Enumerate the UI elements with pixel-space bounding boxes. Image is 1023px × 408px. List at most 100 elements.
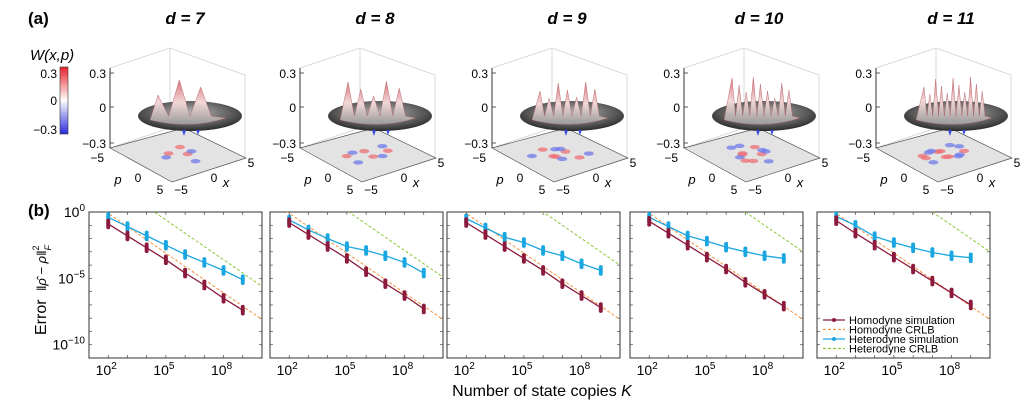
x-tick-label: 0 — [593, 171, 600, 185]
colorbar-label: W(x,p) — [30, 47, 74, 64]
x-tick-exp: 5 — [527, 361, 533, 372]
x-tick-base: 10 — [511, 362, 527, 378]
heterodyne-crlb-line — [347, 212, 443, 278]
homodyne-simulation-point — [541, 265, 546, 270]
x-tick-label: 108 — [939, 361, 961, 378]
x-tick-base: 10 — [569, 362, 585, 378]
x-tick-label: 0 — [211, 171, 218, 185]
heterodyne-simulation-point — [402, 257, 407, 262]
heterodyne-simulation-point — [221, 265, 226, 270]
floor-blob — [959, 148, 970, 154]
heterodyne-simulation-point — [483, 222, 488, 227]
x-tick-base: 10 — [334, 362, 350, 378]
floor-blob — [928, 160, 939, 165]
x-tick-label: 5 — [438, 156, 445, 170]
wigner-peaks — [339, 80, 417, 125]
x-tick-label: 0 — [401, 171, 408, 185]
homodyne-simulation-point — [483, 229, 488, 234]
z-tick-label: −0.3 — [82, 137, 106, 151]
p-tick-label: 0 — [517, 171, 524, 185]
error-plot-2: 102 105 108 — [269, 211, 444, 378]
floor-blob — [163, 151, 174, 156]
plot-area — [646, 212, 803, 320]
homodyne-simulation-point — [685, 239, 690, 244]
homodyne-simulation-point — [743, 277, 748, 282]
x-tick-label: 0 — [977, 171, 984, 185]
plot-frame — [446, 211, 621, 359]
heterodyne-simulation-line — [648, 216, 784, 260]
heterodyne-simulation-point — [647, 212, 652, 216]
homodyne-simulation-point — [891, 251, 896, 256]
x-axis-label: x — [604, 175, 612, 190]
floor-blob — [926, 148, 937, 154]
wigner-title: d = 10 — [735, 9, 784, 28]
x-axis-label: x — [222, 175, 230, 190]
homodyne-simulation-point — [287, 217, 292, 222]
y-tick-exp: −10 — [68, 336, 85, 347]
heterodyne-simulation-point — [891, 237, 896, 242]
y-tick-label: 10−10 — [52, 336, 85, 353]
wigner-peaks — [149, 79, 227, 125]
homodyne-simulation-point — [325, 241, 330, 246]
floor-blob — [954, 144, 965, 149]
heterodyne-simulation-point — [743, 246, 748, 251]
plot-area — [833, 212, 990, 320]
floor-blob — [583, 151, 594, 156]
floor-blob — [760, 149, 771, 154]
p-tick-label: −5 — [664, 151, 678, 165]
heterodyne-simulation-point — [521, 237, 526, 242]
heterodyne-simulation-point — [306, 224, 311, 229]
homodyne-simulation-point — [402, 290, 407, 295]
heterodyne-simulation-point — [541, 245, 546, 250]
y-tick-base: 10 — [58, 270, 74, 286]
homodyne-simulation-point — [144, 242, 149, 247]
homodyne-simulation-point — [521, 253, 526, 258]
homodyne-simulation-line — [648, 220, 785, 307]
homodyne-simulation-point — [853, 227, 858, 232]
x-tick-base: 10 — [153, 362, 169, 378]
x-tick-exp: 8 — [408, 361, 414, 372]
heterodyne-simulation-point — [344, 241, 349, 246]
floor-blob — [763, 159, 774, 164]
wigner-peaks — [915, 76, 993, 125]
ylabel-prefix: Error — [33, 299, 50, 335]
wigner-floor — [109, 127, 247, 183]
x-tick-exp: 8 — [227, 361, 233, 372]
floor-blob — [368, 154, 379, 159]
heterodyne-simulation-line — [465, 218, 601, 272]
z-tick-label: 0 — [865, 101, 872, 115]
y-tick-base: 10 — [64, 204, 80, 220]
homodyne-simulation-point — [704, 251, 709, 256]
plot-area — [286, 212, 443, 320]
homodyne-simulation-point — [560, 278, 565, 283]
x-tick-base: 10 — [277, 362, 293, 378]
p-tick-label: 0 — [709, 171, 716, 185]
heterodyne-simulation-point — [163, 239, 168, 244]
z-tick-label: 0 — [99, 101, 106, 115]
homodyne-simulation-point — [598, 302, 603, 307]
z-tick-label: 0 — [289, 101, 296, 115]
z-tick-label: 0 — [481, 101, 488, 115]
wigner-title: d = 11 — [927, 9, 974, 28]
y-axis-label: Error ‖ρ̂ − ρ‖2 F — [31, 245, 53, 335]
x-tick-label: 5 — [630, 156, 637, 170]
x-tick-base: 10 — [939, 362, 955, 378]
wigner-floor — [683, 127, 821, 183]
colorbar-gradient — [59, 66, 69, 135]
x-tick-exp: 5 — [710, 361, 716, 372]
p-tick-label: −5 — [472, 151, 486, 165]
homodyne-simulation-line — [288, 222, 425, 310]
wigner-floor — [491, 127, 629, 183]
floor-blob — [353, 160, 364, 165]
heterodyne-simulation-point — [598, 265, 603, 270]
floor-blob — [186, 149, 197, 154]
floor-blob — [174, 144, 185, 150]
heterodyne-simulation-point — [202, 257, 207, 262]
x-axis-label: x — [988, 175, 996, 190]
x-tick-label: 5 — [822, 156, 829, 170]
plot-frame — [269, 211, 444, 359]
x-tick-label: 5 — [248, 156, 255, 170]
